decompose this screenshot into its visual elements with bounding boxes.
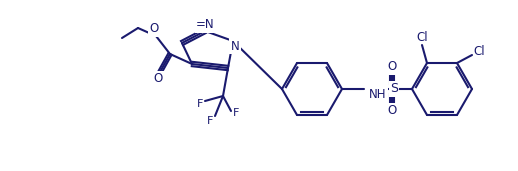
Text: =N: =N	[196, 18, 214, 31]
Text: N: N	[231, 40, 239, 52]
Text: F: F	[233, 108, 239, 118]
Text: Cl: Cl	[473, 44, 485, 57]
Text: S: S	[390, 82, 398, 95]
Text: Cl: Cl	[416, 30, 428, 43]
Text: NH: NH	[369, 88, 386, 101]
Text: O: O	[153, 73, 163, 86]
Text: O: O	[387, 104, 397, 117]
Text: F: F	[197, 99, 203, 109]
Text: O: O	[387, 61, 397, 74]
Text: O: O	[149, 23, 159, 36]
Text: F: F	[207, 116, 213, 126]
